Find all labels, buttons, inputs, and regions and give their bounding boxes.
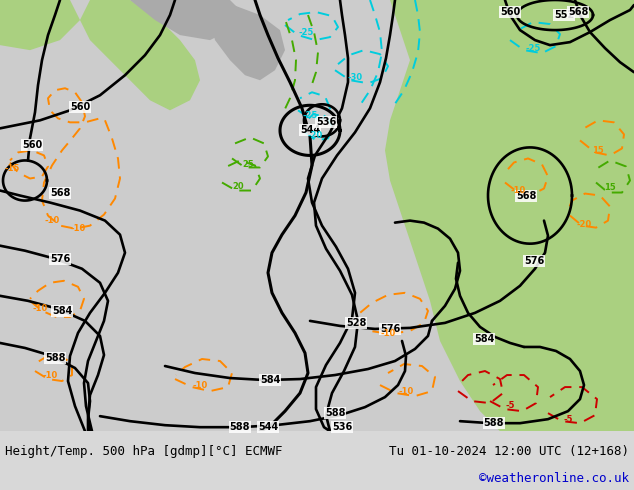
Polygon shape <box>210 0 285 80</box>
Text: 568: 568 <box>568 7 588 17</box>
Text: 536: 536 <box>332 422 352 432</box>
Text: 588: 588 <box>45 353 65 363</box>
Text: -30: -30 <box>347 73 363 82</box>
Text: -5: -5 <box>563 415 573 424</box>
Text: -10: -10 <box>192 381 207 390</box>
Text: -10: -10 <box>398 387 413 395</box>
Text: 544: 544 <box>300 125 320 135</box>
Text: 15: 15 <box>592 146 604 155</box>
Text: 544: 544 <box>258 422 278 432</box>
Text: 576: 576 <box>380 324 400 334</box>
Text: 560: 560 <box>22 141 42 150</box>
Polygon shape <box>370 0 634 431</box>
Text: -15: -15 <box>4 164 20 173</box>
Text: 528: 528 <box>346 318 366 328</box>
Text: -20: -20 <box>576 220 592 229</box>
Text: 536: 536 <box>316 117 336 127</box>
Text: 584: 584 <box>52 306 72 316</box>
Text: -10: -10 <box>510 186 526 195</box>
Text: -10: -10 <box>32 304 48 314</box>
Text: -10: -10 <box>44 216 60 225</box>
Text: Height/Temp. 500 hPa [gdmp][°C] ECMWF: Height/Temp. 500 hPa [gdmp][°C] ECMWF <box>5 445 283 458</box>
Text: -25: -25 <box>299 27 314 37</box>
Text: -25: -25 <box>302 111 318 120</box>
Polygon shape <box>130 0 240 40</box>
Text: 552: 552 <box>554 10 574 20</box>
Text: -20: -20 <box>307 131 323 140</box>
Text: 15: 15 <box>604 183 616 192</box>
Polygon shape <box>0 0 80 50</box>
Text: ©weatheronline.co.uk: ©weatheronline.co.uk <box>479 472 629 485</box>
Text: -10: -10 <box>42 370 58 380</box>
Text: 20: 20 <box>232 182 244 191</box>
Text: 560: 560 <box>500 7 520 17</box>
Text: -10: -10 <box>380 329 396 339</box>
Text: -10: -10 <box>70 224 86 233</box>
Polygon shape <box>80 0 200 110</box>
Text: 568: 568 <box>50 188 70 197</box>
Text: 588: 588 <box>484 418 504 428</box>
Text: 568: 568 <box>516 191 536 200</box>
Text: 588: 588 <box>230 422 250 432</box>
Text: Tu 01-10-2024 12:00 UTC (12+168): Tu 01-10-2024 12:00 UTC (12+168) <box>389 445 629 458</box>
Text: 588: 588 <box>325 408 346 418</box>
Text: 576: 576 <box>524 256 544 266</box>
Text: 560: 560 <box>70 102 90 112</box>
Text: -25: -25 <box>526 44 541 52</box>
Text: -5: -5 <box>505 401 515 410</box>
Text: 584: 584 <box>260 375 280 385</box>
Text: 584: 584 <box>474 334 494 344</box>
Text: 576: 576 <box>50 254 70 264</box>
Text: 25: 25 <box>242 160 254 169</box>
